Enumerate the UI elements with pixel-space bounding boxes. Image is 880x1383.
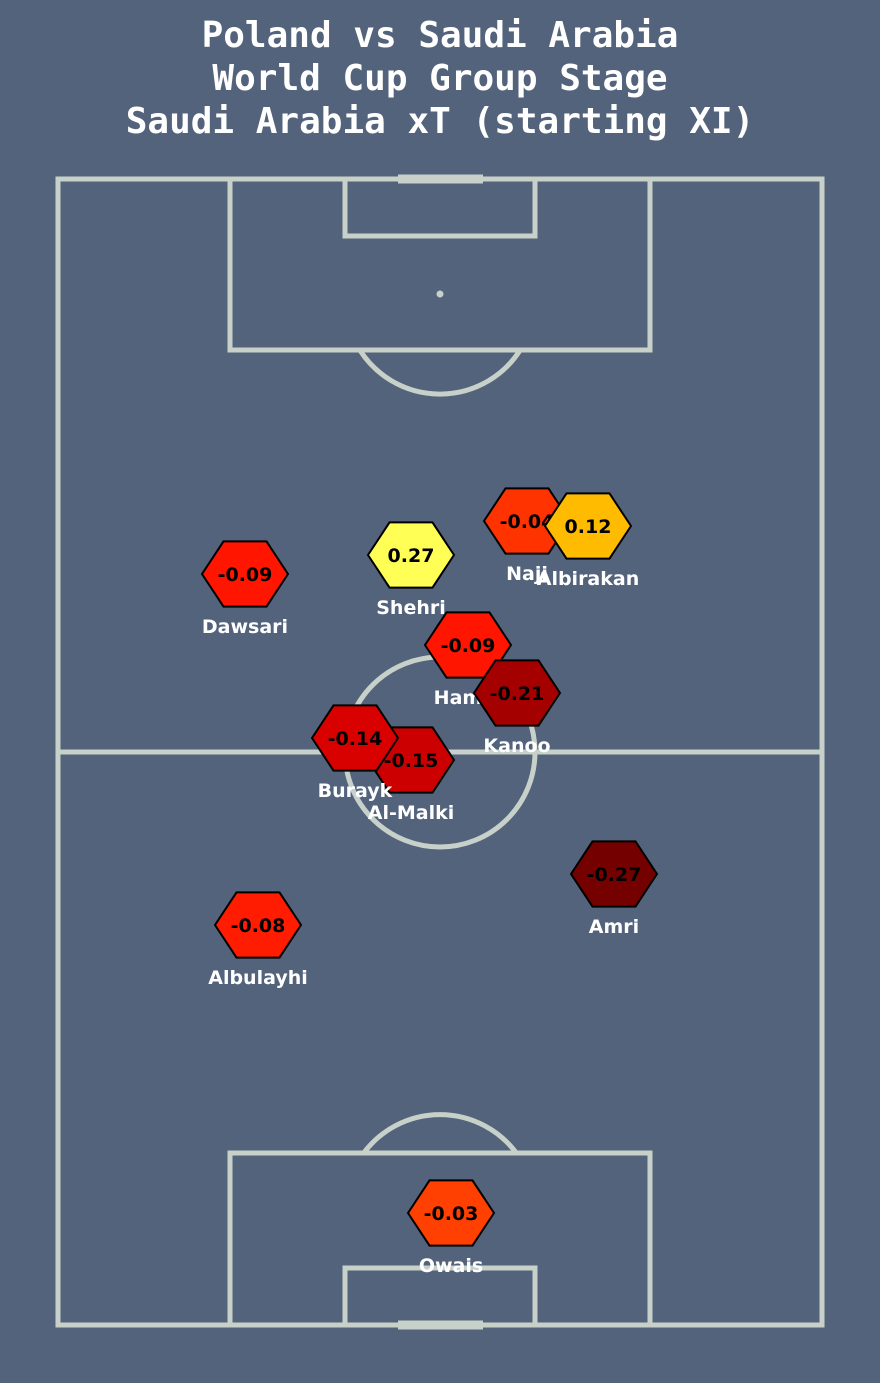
player-name-label: Albulayhi <box>208 967 308 989</box>
chart-title: Poland vs Saudi Arabia World Cup Group S… <box>0 14 880 143</box>
player-name-label: Naji <box>506 563 548 585</box>
player-xt-value: 0.27 <box>388 545 435 567</box>
top-penalty-arc <box>357 348 523 397</box>
bottom-penalty-arc <box>361 1112 519 1155</box>
player-name-label: Kanoo <box>483 735 550 757</box>
player-markers: -0.04 Naji 0.12 Albirakan 0.27 Shehri -0.09 Daw… <box>200 487 659 1277</box>
player-name-label: Dawsari <box>202 616 288 638</box>
player-name-label: Amri <box>589 916 639 938</box>
player-xt-value: -0.08 <box>231 915 286 937</box>
pitch-markings <box>55 174 825 1330</box>
player-hexagon <box>569 840 659 908</box>
player-hexagon <box>213 891 303 959</box>
title-line-1: Poland vs Saudi Arabia <box>201 15 679 56</box>
penalty-spot <box>436 290 444 298</box>
player-xt-value: -0.14 <box>328 728 383 750</box>
player-hexagon <box>482 487 572 555</box>
player-xt-value: -0.21 <box>490 683 545 705</box>
player-name-label: Al-Malki <box>368 802 455 824</box>
player-xt-value: -0.09 <box>441 635 496 657</box>
player-hexagon <box>366 521 456 589</box>
player-hexagon <box>543 492 633 560</box>
top-penalty-area <box>227 176 653 353</box>
player-name-label: Shehri <box>376 597 446 619</box>
player-xt-value: -0.03 <box>424 1203 479 1225</box>
player-name-label: Albirakan <box>537 568 640 590</box>
player-name-label: Burayk <box>318 780 393 802</box>
player-xt-value: -0.27 <box>587 864 642 886</box>
player-xt-value: 0.12 <box>565 516 612 538</box>
player-hexagon <box>406 1179 496 1247</box>
player-hexagon <box>310 704 400 772</box>
player-hexagon <box>200 540 290 608</box>
player-xt-value: -0.15 <box>384 750 439 772</box>
top-six-yard-box <box>342 176 538 239</box>
player-xt-value: -0.09 <box>218 564 273 586</box>
player-xt-value: -0.04 <box>500 511 555 533</box>
player-hexagon <box>472 659 562 727</box>
player-name-label: Owais <box>419 1255 483 1277</box>
title-line-2: World Cup Group Stage <box>212 58 668 99</box>
title-line-3: Saudi Arabia xT (starting XI) <box>125 101 755 142</box>
